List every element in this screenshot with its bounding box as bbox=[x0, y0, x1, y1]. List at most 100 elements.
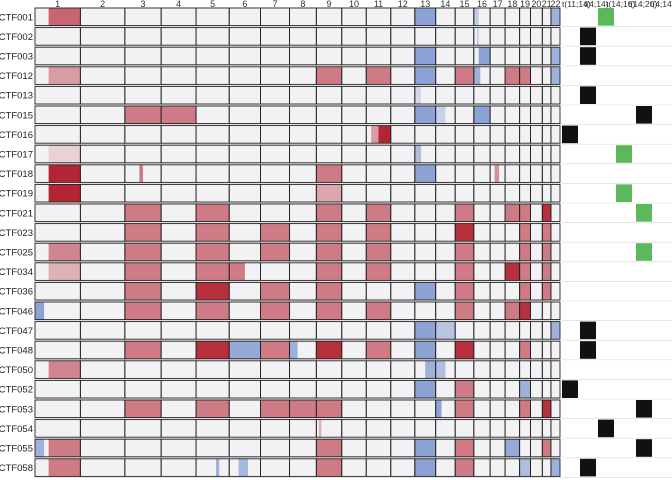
heatmap-cell bbox=[35, 321, 81, 340]
heatmap-cell bbox=[414, 400, 436, 418]
heatmap-cell bbox=[366, 8, 391, 26]
translocation-header-label: t(14;16) bbox=[606, 0, 635, 9]
heatmap-cell bbox=[161, 321, 197, 340]
cnv-gain-segment bbox=[48, 439, 81, 457]
heatmap-cell bbox=[80, 262, 125, 281]
heatmap-cell bbox=[341, 125, 367, 144]
heatmap-cell bbox=[161, 223, 197, 242]
heatmap-cell bbox=[80, 458, 125, 477]
cnv-loss-segment bbox=[414, 321, 436, 340]
heatmap-cell bbox=[124, 8, 162, 26]
heatmap-cell bbox=[124, 125, 162, 144]
heatmap-cell bbox=[390, 66, 415, 85]
heatmap-cell bbox=[260, 360, 290, 379]
heatmap-cell bbox=[519, 321, 531, 340]
heatmap-cell bbox=[289, 106, 317, 124]
heatmap-cell bbox=[35, 27, 81, 46]
translocation-mark bbox=[636, 243, 652, 261]
heatmap-cell bbox=[414, 302, 436, 320]
heatmap-cell bbox=[550, 302, 560, 320]
heatmap-cell bbox=[505, 419, 520, 438]
heatmap-cell bbox=[35, 419, 81, 438]
heatmap-cell bbox=[542, 321, 551, 340]
heatmap-cell bbox=[341, 439, 367, 457]
heatmap-cell bbox=[161, 341, 197, 359]
heatmap-cell bbox=[390, 380, 415, 398]
chromosome-tick-label: 15 bbox=[459, 0, 469, 9]
translocation-header-label: t(14;20) bbox=[628, 0, 657, 9]
sample-label: CTF023 bbox=[0, 228, 33, 239]
heatmap-cell bbox=[505, 400, 520, 418]
cnv-gain-segment bbox=[542, 223, 551, 242]
heatmap-cell bbox=[542, 145, 551, 163]
heatmap-cell bbox=[161, 184, 197, 202]
heatmap-cell bbox=[490, 27, 506, 46]
heatmap-cell bbox=[229, 302, 261, 320]
chromosome-tick-label: 1 bbox=[55, 0, 60, 9]
heatmap-cell bbox=[414, 125, 436, 144]
heatmap-cell bbox=[550, 27, 560, 46]
heatmap-cell bbox=[542, 164, 551, 183]
heatmap-cell bbox=[490, 439, 506, 457]
cnv-loss-segment bbox=[414, 145, 422, 163]
heatmap-cell bbox=[161, 8, 197, 26]
heatmap-cell bbox=[260, 321, 290, 340]
heatmap-cell bbox=[490, 47, 506, 65]
heatmap-cell bbox=[490, 419, 506, 438]
heatmap-cell bbox=[505, 27, 520, 46]
heatmap-cell bbox=[196, 164, 230, 183]
cnv-loss-segment bbox=[229, 341, 261, 359]
heatmap-cell bbox=[366, 282, 391, 300]
heatmap-cell bbox=[80, 341, 125, 359]
chromosome-tick-label: 16 bbox=[477, 0, 487, 9]
chromosome-cell-border bbox=[550, 379, 561, 399]
heatmap-cell bbox=[390, 243, 415, 261]
heatmap-cell bbox=[341, 243, 367, 261]
heatmap-cell bbox=[390, 458, 415, 477]
heatmap-cell bbox=[289, 27, 317, 46]
heatmap-cell bbox=[80, 321, 125, 340]
heatmap-cell bbox=[414, 243, 436, 261]
cnv-gain-segment bbox=[316, 458, 342, 477]
cnv-loss-segment bbox=[35, 439, 45, 457]
chromosome-cell-border bbox=[550, 281, 561, 301]
heatmap-cell bbox=[341, 458, 367, 477]
heatmap-cell bbox=[229, 184, 261, 202]
heatmap-cell bbox=[550, 360, 560, 379]
heatmap-cell bbox=[196, 360, 230, 379]
heatmap-cell bbox=[366, 145, 391, 163]
heatmap-cell bbox=[550, 184, 560, 202]
heatmap-cell bbox=[550, 204, 560, 222]
heatmap-cell bbox=[530, 8, 543, 26]
heatmap-cell bbox=[316, 27, 342, 46]
heatmap-cell bbox=[80, 243, 125, 261]
sample-label: CTF017 bbox=[0, 150, 33, 161]
heatmap-cell bbox=[490, 282, 506, 300]
cnv-loss-segment bbox=[550, 47, 560, 65]
cnv-loss-segment bbox=[435, 321, 456, 340]
heatmap-cell bbox=[530, 204, 543, 222]
heatmap-cell bbox=[229, 282, 261, 300]
heatmap-cell bbox=[505, 341, 520, 359]
heatmap-cell bbox=[550, 243, 560, 261]
heatmap-cell bbox=[289, 47, 317, 65]
cnv-loss-segment bbox=[414, 380, 436, 398]
chromosome-tick-label: 21 bbox=[542, 0, 552, 9]
chromosome-cell-border bbox=[550, 458, 561, 477]
heatmap-cell bbox=[473, 27, 491, 46]
translocation-mark bbox=[636, 439, 652, 457]
heatmap-cell bbox=[550, 282, 560, 300]
heatmap-cell bbox=[519, 419, 531, 438]
cnv-gain-segment bbox=[260, 341, 290, 359]
cnv-gain-segment bbox=[455, 282, 474, 300]
heatmap-cell bbox=[366, 380, 391, 398]
heatmap-cell bbox=[161, 419, 197, 438]
cnv-loss-segment bbox=[289, 341, 298, 359]
cnv-loss-segment bbox=[414, 86, 422, 104]
heatmap-cell bbox=[530, 164, 543, 183]
heatmap-cell bbox=[542, 380, 551, 398]
heatmap-cell bbox=[260, 439, 290, 457]
cnv-loss-segment bbox=[550, 458, 560, 477]
heatmap-cell bbox=[35, 341, 81, 359]
